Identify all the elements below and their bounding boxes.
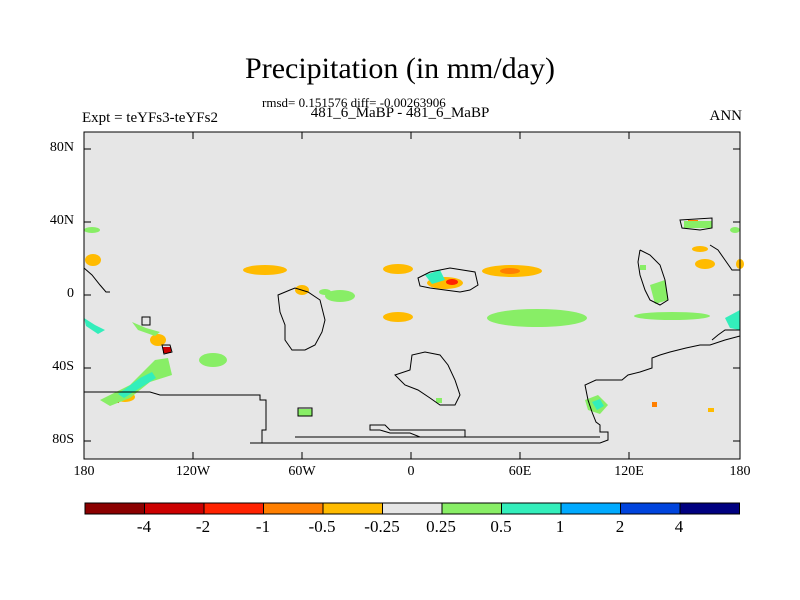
lat-label-80n: 80N <box>49 140 74 155</box>
coastline-antarctica-east <box>250 335 741 444</box>
coastline-pacific-island <box>709 244 740 271</box>
colorbar-box <box>203 502 264 515</box>
patch-orange <box>695 259 715 269</box>
colorbar-label: -0.5 <box>308 517 336 536</box>
patch-orange <box>383 264 413 274</box>
colorbar-box <box>679 502 740 515</box>
coastline-south-america <box>277 287 326 351</box>
coastlines <box>83 217 741 444</box>
coastline-antarctica-west <box>84 391 267 444</box>
lat-label-0: 0 <box>67 286 74 301</box>
lon-label-120w: 120W <box>175 464 211 479</box>
lat-label-40s: 40S <box>52 359 74 374</box>
colorbar-box <box>263 502 324 515</box>
patch-green <box>298 409 312 416</box>
colorbar-label: -0.25 <box>364 517 400 536</box>
patch-green <box>436 398 442 403</box>
colorbar-box <box>144 502 205 515</box>
patch-green <box>132 322 160 336</box>
lon-label-180e: 180 <box>729 464 751 479</box>
coastline-island <box>141 316 151 326</box>
season-label: ANN <box>709 108 743 124</box>
coastline-arabia <box>417 267 479 293</box>
colorbar-label: 1 <box>555 517 565 536</box>
coastline-island <box>161 344 173 355</box>
patch-green <box>199 353 227 367</box>
stats-line: rmsd= 0.151576 diff= -0.00263906 <box>262 95 446 110</box>
patch-green <box>325 290 355 302</box>
patch-orange <box>708 408 714 412</box>
lat-label-40n: 40N <box>49 213 74 228</box>
colorbar-box <box>620 502 681 515</box>
patch-dark-red <box>163 347 171 353</box>
colorbar-box <box>501 502 562 515</box>
patch-green <box>634 312 710 320</box>
colorbar-box <box>382 502 443 515</box>
colorbar-label: -2 <box>195 517 211 536</box>
colorbar-box <box>322 502 383 515</box>
plot-subtitle: 481_6_MaBP - 481_6_MaBP <box>310 105 490 121</box>
colorbar <box>84 502 740 515</box>
patch-green <box>84 227 100 233</box>
coastline-island <box>369 424 466 438</box>
patch-orange <box>85 254 101 266</box>
colorbar-label: 2 <box>615 517 625 536</box>
colorbar-label: -4 <box>136 517 152 536</box>
lon-label-180w: 180 <box>73 464 95 479</box>
patch-cyan <box>725 310 740 330</box>
coastline-island <box>297 407 313 417</box>
colorbar-label: -1 <box>255 517 271 536</box>
patch-cyan <box>425 270 445 284</box>
patch-orange <box>692 246 708 252</box>
patch-dark-orange <box>500 268 520 274</box>
patch-green <box>487 309 587 327</box>
patch-green <box>730 227 740 233</box>
map-background <box>84 132 740 459</box>
coastline-north-america <box>83 267 110 293</box>
lon-label-60e: 60E <box>508 464 532 479</box>
patch-green <box>684 221 712 228</box>
plot-title: Precipitation (in mm/day) <box>245 52 555 85</box>
coastline-japan <box>679 217 713 231</box>
coastline-asia-east <box>637 249 669 306</box>
coastline-australia <box>711 329 740 341</box>
lon-label-0: 0 <box>407 464 415 479</box>
lat-label-80s: 80S <box>52 432 74 447</box>
patch-green <box>640 265 646 270</box>
colorbar-box <box>560 502 621 515</box>
colorbar-box <box>441 502 502 515</box>
patch-cyan <box>592 399 604 410</box>
colorbar-label: 4 <box>674 517 684 536</box>
patch-orange <box>243 265 287 275</box>
patch-orange <box>150 334 166 346</box>
colorbar-label: 0.25 <box>426 517 456 536</box>
patch-cyan <box>84 318 105 334</box>
lon-label-60w: 60W <box>288 464 316 479</box>
lon-label-120e: 120E <box>614 464 644 479</box>
patch-red <box>446 279 458 285</box>
patch-green <box>319 289 331 295</box>
experiment-label: Expt = teYFs3-teYFs2 <box>82 110 218 126</box>
patch-dark-orange <box>652 402 657 407</box>
colorbar-label: 0.5 <box>490 517 512 536</box>
patch-orange <box>383 312 413 322</box>
colorbar-box <box>84 502 145 515</box>
coastline-africa <box>394 351 461 406</box>
patch-green <box>650 280 668 304</box>
axis-ticks <box>84 132 740 459</box>
